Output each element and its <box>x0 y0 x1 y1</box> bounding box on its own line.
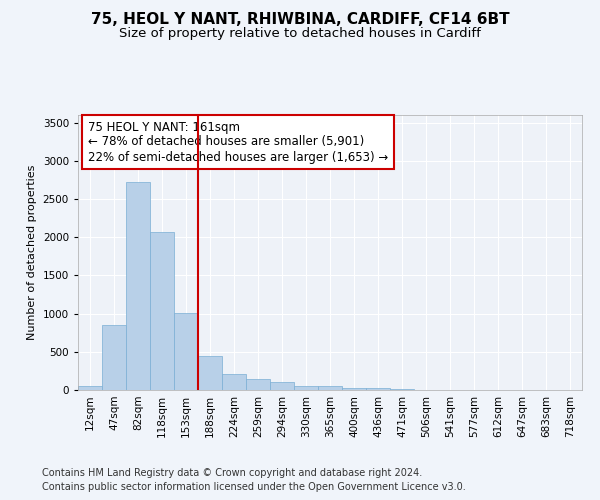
Bar <box>126 182 150 390</box>
Text: 75, HEOL Y NANT, RHIWBINA, CARDIFF, CF14 6BT: 75, HEOL Y NANT, RHIWBINA, CARDIFF, CF14… <box>91 12 509 28</box>
Bar <box>198 356 222 390</box>
Bar <box>294 386 318 390</box>
Text: 75 HEOL Y NANT: 161sqm
← 78% of detached houses are smaller (5,901)
22% of semi-: 75 HEOL Y NANT: 161sqm ← 78% of detached… <box>88 120 388 164</box>
Text: Contains public sector information licensed under the Open Government Licence v3: Contains public sector information licen… <box>42 482 466 492</box>
Bar <box>318 386 342 390</box>
Bar <box>102 325 126 390</box>
Bar <box>366 388 390 390</box>
Bar <box>174 313 198 390</box>
Bar <box>222 374 246 390</box>
Bar <box>78 386 102 390</box>
Bar <box>150 232 174 390</box>
Bar <box>270 382 294 390</box>
Bar <box>342 388 366 390</box>
Text: Size of property relative to detached houses in Cardiff: Size of property relative to detached ho… <box>119 28 481 40</box>
Bar <box>390 389 414 390</box>
Y-axis label: Number of detached properties: Number of detached properties <box>27 165 37 340</box>
Bar <box>246 378 270 390</box>
Text: Contains HM Land Registry data © Crown copyright and database right 2024.: Contains HM Land Registry data © Crown c… <box>42 468 422 477</box>
